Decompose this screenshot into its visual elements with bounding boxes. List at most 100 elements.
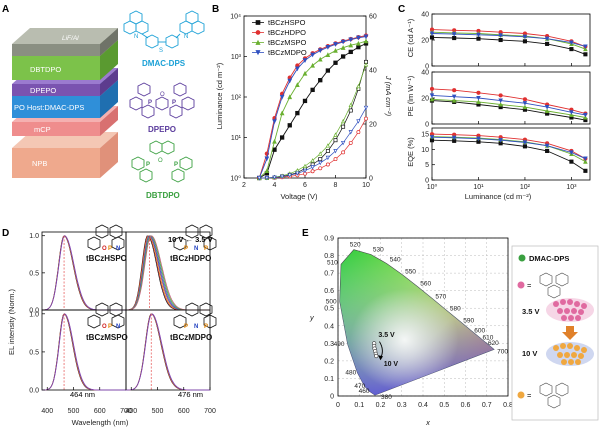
plot-e-xtick-label: 0.6 xyxy=(461,402,471,409)
plot-b-y2label: J (mA cm⁻²) xyxy=(384,75,393,117)
el-spectrum-tbczhspo xyxy=(41,235,126,311)
wavelength-label-500: 500 xyxy=(326,298,337,305)
panel-b: B 2 4 6 8 1010⁰10¹10²10³10⁴0204060tBCzHSPOtB… xyxy=(212,4,393,201)
plot-c-ytick-label: 0 xyxy=(425,64,429,71)
plot-e-ytick-label: 0.4 xyxy=(324,323,334,330)
luminance-point xyxy=(333,42,338,47)
el-spectrum-tbczhspo xyxy=(41,235,126,311)
plot-c-xtick-label: 10⁰ xyxy=(427,183,438,191)
plot-e-xtick-label: 0.1 xyxy=(354,402,364,409)
plot-c-line-tbczhdpo xyxy=(431,133,586,159)
plot-e-xtick-label: 0 xyxy=(336,402,340,409)
plot-d-xtick-label: 700 xyxy=(204,408,216,415)
plot-c-point xyxy=(522,144,527,149)
plot-e-xtick-label: 0.8 xyxy=(503,402,513,409)
current-point xyxy=(310,169,315,174)
plot-b-y2tick-label: 60 xyxy=(369,14,377,21)
current-point xyxy=(356,130,361,135)
plot-e-ytick-label: 0.7 xyxy=(324,271,334,278)
plot-d-xtick-label: 600 xyxy=(94,408,106,415)
dpepo-oxygen: O xyxy=(160,92,165,98)
molecule-dpepo xyxy=(129,82,195,119)
el-spectrum-tbczmspo xyxy=(42,313,126,391)
plot-c-line-tbczhspo xyxy=(431,100,586,121)
plot-b-ytick-label: 10¹ xyxy=(231,135,242,142)
tbczmdpo-p-right: P xyxy=(204,324,208,330)
plot-c-point xyxy=(429,135,435,140)
luminance-point xyxy=(272,138,277,144)
tbczhdpo-p-left: P xyxy=(184,246,188,252)
luminance-point xyxy=(310,52,315,58)
plot-b-xtick-label: 10 xyxy=(362,182,370,189)
luminance-point xyxy=(272,119,277,124)
el-spectrum-tbczmspo xyxy=(42,313,126,391)
plot-d-ytick-label: 0.5 xyxy=(29,270,39,277)
layer-lif-al: LiF/Al xyxy=(12,28,118,56)
wavelength-label-590: 590 xyxy=(463,318,474,325)
plot-b-xlabel: Voltage (V) xyxy=(280,192,318,201)
current-point xyxy=(341,124,346,129)
down-arrow xyxy=(562,326,578,340)
tbczhdpo-n: N xyxy=(194,246,198,252)
current-point xyxy=(272,175,277,180)
schematic-label-10v: 10 V xyxy=(522,349,537,358)
plot-c-ytick-label: 15 xyxy=(421,132,429,139)
plot-c-line-tbczmspo xyxy=(431,98,586,118)
plot-e-xlabel: x xyxy=(425,418,430,427)
plot-c-line-tbczmdpo xyxy=(431,94,586,116)
current-point xyxy=(287,173,292,178)
plot-b-y2tick-label: 0 xyxy=(369,176,373,183)
plot-d-ytick-label: 0.0 xyxy=(29,308,39,315)
plot-d-frame-tbczhspo xyxy=(41,231,127,311)
luminance-point xyxy=(356,40,361,46)
current-point xyxy=(364,116,368,121)
plot-c-point xyxy=(429,31,435,36)
dmac-dps-nitrogen-left: N xyxy=(134,34,138,40)
plot-e-xtick-label: 0.7 xyxy=(482,402,492,409)
tbczmspo-p: P xyxy=(108,324,112,330)
tbczmdpo-n: N xyxy=(194,324,198,330)
plot-c-ytick-label: 0 xyxy=(425,178,429,185)
current-point xyxy=(348,102,353,108)
plot-c-point xyxy=(544,143,550,149)
current-point xyxy=(333,138,338,143)
plot-c-point xyxy=(429,86,435,91)
wavelength-label-510: 510 xyxy=(327,259,338,266)
plot-c-point xyxy=(545,148,550,153)
el-spectrum-tbczmspo xyxy=(42,313,126,391)
molecule-dbtdpo xyxy=(131,140,193,183)
luminance-point xyxy=(264,168,270,174)
plot-c-ytick-label: 40 xyxy=(421,12,429,19)
tbczhspo-n: N xyxy=(116,246,120,252)
plot-c-point xyxy=(522,39,527,44)
molecule-label-dbtdpo: DBTDPO xyxy=(146,191,180,200)
wavelength-label-470: 470 xyxy=(354,383,365,390)
panel-b-letter: B xyxy=(212,4,219,15)
plot-c-point xyxy=(429,93,435,98)
current-point xyxy=(257,176,262,181)
luminance-point xyxy=(287,78,293,84)
plot-c-point xyxy=(583,115,588,120)
plot-b-ytick-label: 10³ xyxy=(231,54,242,61)
plot-b-xtick-label: 2 xyxy=(242,182,246,189)
wavelength-label-550: 550 xyxy=(405,268,416,275)
current-point xyxy=(340,118,346,124)
plot-e-ytick-label: 0.6 xyxy=(324,288,334,295)
tbczhspo-oxygen: O xyxy=(102,246,107,252)
plot-b-ylabel: Luminance (cd m⁻²) xyxy=(215,62,224,129)
plot-e: 0 0.1 0.2 0.3 0.4 0.5 0.6 0.7 0.8 0 0.1 0.2 0.3 0.4 0.… xyxy=(324,236,513,410)
plot-e-frame xyxy=(337,237,509,397)
current-point xyxy=(341,150,346,155)
layer-label-dpepo: DPEPO xyxy=(30,86,56,95)
orange-molecule-sketch xyxy=(539,382,569,409)
plot-e-ytick-label: 0.8 xyxy=(324,253,334,260)
plot-b-ytick-label: 10⁴ xyxy=(230,14,241,21)
plot-e-ytick-label: 0.1 xyxy=(324,376,334,383)
plot-c-point xyxy=(451,32,457,37)
plot-c-point xyxy=(522,34,528,40)
current-point xyxy=(310,158,315,163)
subplot-label-tbczhdpo: tBCzHDPO xyxy=(170,254,211,263)
molecule-sketch-tbczmspo xyxy=(87,302,125,329)
subplot-label-tbczmdpo: tBCzMDPO xyxy=(170,333,212,342)
plot-d-xtick-label: 500 xyxy=(152,408,164,415)
